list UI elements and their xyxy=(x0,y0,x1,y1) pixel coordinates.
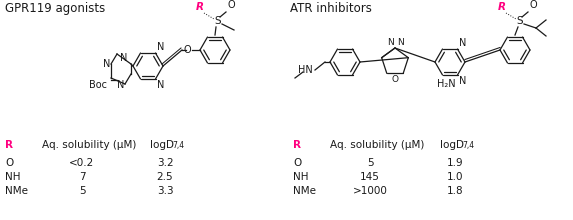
Text: O: O xyxy=(183,45,191,55)
Text: NMe: NMe xyxy=(293,186,316,196)
Text: Boc: Boc xyxy=(89,80,107,90)
Text: 2.5: 2.5 xyxy=(156,172,173,182)
Text: NH: NH xyxy=(293,172,308,182)
Text: NMe: NMe xyxy=(5,186,28,196)
Text: 5: 5 xyxy=(367,158,374,168)
Text: N: N xyxy=(387,38,394,47)
Text: <0.2: <0.2 xyxy=(69,158,95,168)
Text: N: N xyxy=(156,42,164,52)
Text: N: N xyxy=(397,38,403,47)
Text: 5: 5 xyxy=(79,186,85,196)
Text: 3.3: 3.3 xyxy=(156,186,173,196)
Text: R: R xyxy=(196,2,204,12)
Text: O: O xyxy=(293,158,301,168)
Text: 1.8: 1.8 xyxy=(447,186,464,196)
Text: S: S xyxy=(517,16,523,26)
Text: N: N xyxy=(458,76,466,86)
Text: S: S xyxy=(215,16,221,26)
Text: GPR119 agonists: GPR119 agonists xyxy=(5,2,105,15)
Text: N: N xyxy=(120,53,127,63)
Text: >1000: >1000 xyxy=(352,186,387,196)
Text: 7,4: 7,4 xyxy=(172,141,184,150)
Text: 145: 145 xyxy=(360,172,380,182)
Text: N: N xyxy=(458,38,466,48)
Text: O: O xyxy=(530,0,537,10)
Text: 7: 7 xyxy=(79,172,85,182)
Text: H₂N: H₂N xyxy=(437,79,456,89)
Text: 7,4: 7,4 xyxy=(462,141,474,150)
Text: logD: logD xyxy=(440,140,464,150)
Text: N: N xyxy=(156,80,164,90)
Text: R: R xyxy=(498,2,506,12)
Text: NH: NH xyxy=(5,172,21,182)
Text: 1.0: 1.0 xyxy=(447,172,463,182)
Text: Aq. solubility (μM): Aq. solubility (μM) xyxy=(42,140,136,150)
Text: N: N xyxy=(117,80,124,90)
Text: Aq. solubility (μM): Aq. solubility (μM) xyxy=(330,140,425,150)
Text: 1.9: 1.9 xyxy=(447,158,464,168)
Text: 3.2: 3.2 xyxy=(156,158,173,168)
Text: logD: logD xyxy=(150,140,174,150)
Text: R: R xyxy=(5,140,13,150)
Text: ATR inhibitors: ATR inhibitors xyxy=(290,2,372,15)
Text: O: O xyxy=(228,0,236,10)
Text: O: O xyxy=(391,75,398,84)
Text: O: O xyxy=(5,158,13,168)
Text: N: N xyxy=(103,59,110,69)
Text: R: R xyxy=(293,140,301,150)
Text: HN: HN xyxy=(299,65,313,75)
